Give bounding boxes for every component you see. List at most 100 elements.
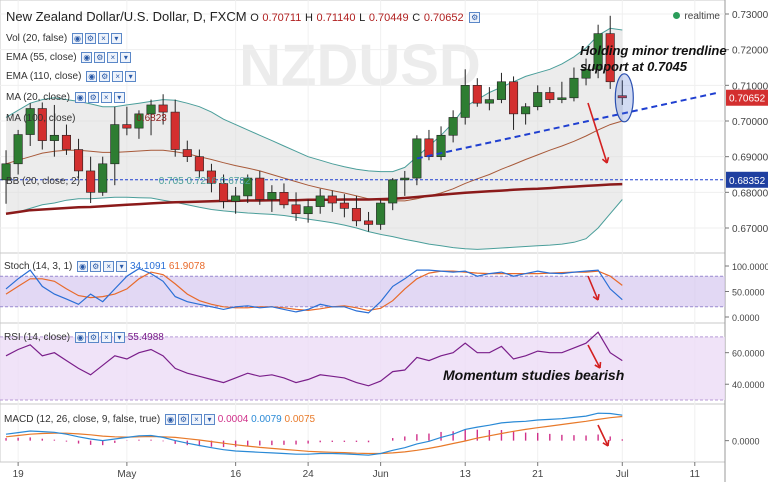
settings-icon[interactable]: ⚙ [90, 261, 102, 272]
price-tick-label: 0.70000 [732, 117, 768, 128]
eye-icon[interactable]: ◉ [74, 332, 86, 343]
macd-signal-line [5, 415, 623, 455]
realtime-label: realtime [684, 11, 720, 22]
candle-body [448, 117, 458, 136]
ma-level-badge-text: 0.68352 [729, 176, 766, 187]
candle-body [545, 92, 555, 100]
candle-body [134, 113, 144, 129]
candle-body [533, 92, 543, 108]
candle-body [243, 177, 253, 197]
price-tick-label: 0.69000 [732, 153, 768, 164]
low-label: L [359, 12, 366, 24]
macd-tick-label: 0.0000 [732, 437, 760, 447]
candle-body [388, 179, 398, 204]
more-icon[interactable]: ▾ [113, 332, 125, 343]
candle-body [182, 149, 192, 157]
eye-icon[interactable]: ◉ [81, 52, 93, 63]
more-icon[interactable]: ▾ [113, 92, 125, 103]
settings-icon[interactable]: ⚙ [177, 414, 189, 425]
rsi-tick-label: 60.0000 [732, 349, 765, 359]
highlight-ellipse [614, 73, 634, 123]
close-icon[interactable]: × [100, 92, 112, 103]
stoch-k-line [5, 267, 623, 314]
bollinger-band-fill [6, 28, 623, 250]
indicator-ema110[interactable]: EMA (110, close) ◉ ⚙ × ▾ [6, 71, 137, 82]
indicator-ma100[interactable]: MA (100, close) 0.6823 [6, 113, 167, 124]
bearish-arrow-main [587, 102, 608, 164]
more-icon[interactable]: ▾ [116, 261, 128, 272]
candle-body [219, 183, 229, 202]
bearish-arrow-macd-head [602, 439, 610, 447]
candle-body [496, 81, 506, 100]
candle-body [339, 202, 349, 209]
candle-body [364, 220, 374, 225]
indicator-vol[interactable]: Vol (20, false) ◉ ⚙ × ▾ [6, 33, 122, 44]
more-icon[interactable]: ▾ [110, 33, 122, 44]
rsi-tick-label: 40.0000 [732, 380, 765, 390]
high-label: H [304, 12, 313, 24]
settings-icon[interactable]: ⚙ [84, 33, 96, 44]
close-value: 0.70652 [423, 12, 464, 24]
candle-body [605, 33, 615, 83]
ma100-line [5, 182, 623, 215]
price-tick-label: 0.68000 [732, 188, 768, 199]
indicator-stoch[interactable]: Stoch (14, 3, 1) ◉ ⚙ × ▾ 34.1091 61.9078 [4, 261, 205, 272]
eye-icon[interactable]: ◉ [86, 71, 98, 82]
bearish-arrow-main-head [601, 156, 610, 164]
candle-body [303, 206, 313, 215]
more-icon[interactable]: ▾ [203, 414, 215, 425]
candle-body [291, 204, 301, 215]
candle-body [436, 134, 446, 157]
indicator-bb-upper: 0.7216 [186, 176, 218, 187]
more-icon[interactable]: ▾ [125, 71, 137, 82]
rsi-band-fill [0, 336, 725, 400]
close-icon[interactable]: × [100, 332, 112, 343]
settings-icon[interactable]: ⚙ [94, 52, 106, 63]
candle-body [49, 134, 59, 141]
high-value: 0.71140 [316, 12, 356, 24]
candle-body [509, 81, 519, 115]
indicator-bb[interactable]: BB (20, close, 2) 0.705 0.7216 0.6782 [6, 176, 250, 187]
candle-body [569, 77, 579, 99]
realtime-dot-icon [673, 12, 681, 19]
settings-icon[interactable]: ⚙ [87, 332, 99, 343]
candle-body [98, 163, 108, 193]
time-tick-label: May [117, 469, 136, 480]
header-settings-icon[interactable]: ⚙ [469, 12, 481, 24]
close-icon[interactable]: × [97, 33, 109, 44]
candle-body [315, 195, 325, 207]
candle-body [557, 97, 567, 100]
candle-body [206, 170, 216, 184]
candle-body [521, 106, 531, 115]
candle-body [231, 195, 241, 202]
rsi-value: 55.4988 [127, 332, 164, 344]
indicator-rsi[interactable]: RSI (14, close) ◉ ⚙ × ▾ 55.4988 [4, 332, 164, 343]
settings-icon[interactable]: ⚙ [87, 92, 99, 103]
indicator-ema55[interactable]: EMA (55, close) ◉ ⚙ × ▾ [6, 52, 132, 63]
eye-icon[interactable]: ◉ [164, 414, 176, 425]
eye-icon[interactable]: ◉ [77, 261, 89, 272]
eye-icon[interactable]: ◉ [71, 33, 83, 44]
indicator-macd[interactable]: MACD (12, 26, close, 9, false, true) ◉ ⚙ ×… [4, 414, 315, 425]
close-icon[interactable]: × [190, 414, 202, 425]
stoch-tick-label: 100.0000 [732, 262, 768, 272]
momentum-annotation: Momentum studies bearish [443, 367, 625, 383]
more-icon[interactable]: ▾ [120, 52, 132, 63]
settings-icon[interactable]: ⚙ [99, 71, 111, 82]
price-tick-label: 0.71000 [732, 81, 768, 92]
eye-icon[interactable]: ◉ [74, 92, 86, 103]
indicator-bb-lower: 0.6782 [219, 176, 251, 187]
candle-body [110, 124, 120, 165]
candle-body [25, 108, 35, 135]
bollinger-lower-line [5, 196, 623, 250]
last-price-badge-text: 0.70652 [729, 94, 766, 105]
candle-body [617, 95, 627, 99]
close-icon[interactable]: × [103, 261, 115, 272]
indicator-ma100-label: MA (100, close) [6, 113, 76, 124]
close-icon[interactable]: × [107, 52, 119, 63]
indicator-ma20[interactable]: MA (20, close) ◉ ⚙ × ▾ [6, 92, 125, 103]
macd-line [5, 412, 623, 456]
close-icon[interactable]: × [112, 71, 124, 82]
candle-body [460, 85, 470, 118]
time-tick-label: 21 [532, 469, 544, 480]
